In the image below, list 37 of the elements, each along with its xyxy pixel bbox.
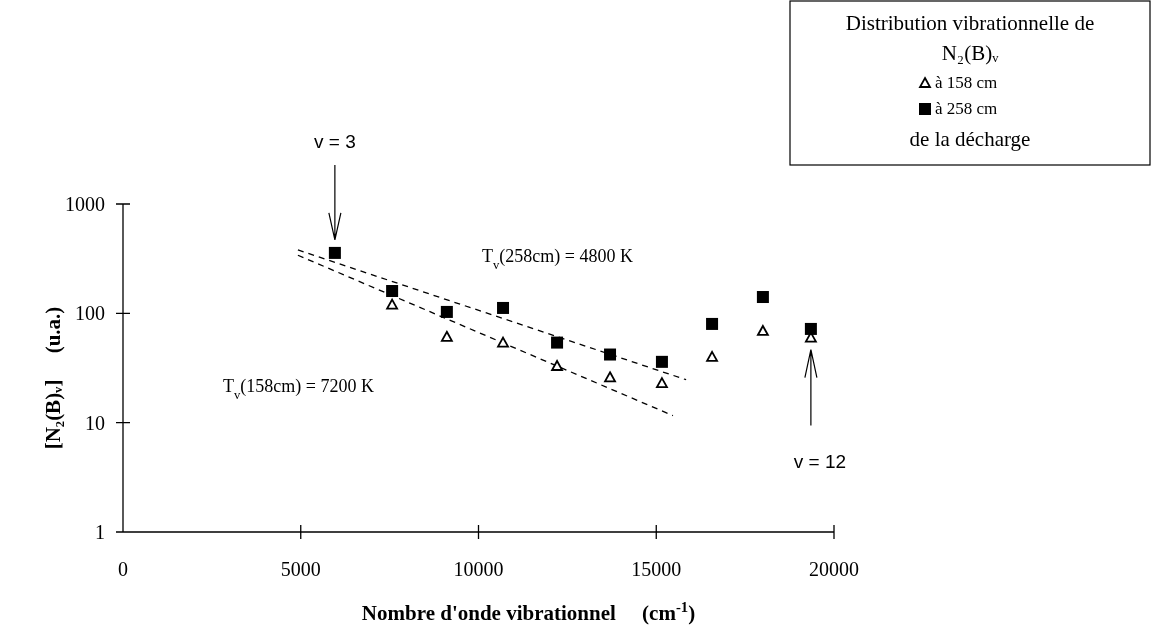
point <box>497 301 510 314</box>
legend-label: à 158 cm <box>935 73 998 92</box>
x-tick-label: 10000 <box>453 558 504 580</box>
point <box>440 330 453 342</box>
point <box>756 291 769 304</box>
y-tick-label: 100 <box>75 302 105 325</box>
y-axis-title: [N₂(B)ᵥ] (u.a.) <box>41 306 65 450</box>
y-tick-label: 1 <box>95 521 105 543</box>
x-axis-title: Nombre d'onde vibrationnel (cm$^{-1}$) <box>361 599 696 625</box>
x-tick-label: 20000 <box>809 558 859 580</box>
text: v = 3 <box>314 130 356 152</box>
annotation: T$_{v}$(158cm) = 7200 K <box>223 376 374 402</box>
point <box>551 360 563 371</box>
point <box>497 336 509 348</box>
legend-label: à 258 cm <box>935 99 998 118</box>
point <box>551 336 564 349</box>
point <box>604 371 616 383</box>
text: de la décharge <box>909 127 1031 151</box>
annotation: T$_{v}$(258cm) = 4800 K <box>482 246 633 272</box>
legend-title: Distribution vibrationnelle de N₂(B)ᵥ <box>845 11 1095 65</box>
y-tick-label: 10 <box>85 411 105 434</box>
y-tick-label: 1000 <box>65 193 105 215</box>
point <box>706 350 718 362</box>
point <box>328 246 341 259</box>
point <box>604 348 617 361</box>
x-tick-label: 5000 <box>280 558 321 580</box>
point <box>804 322 817 335</box>
point <box>440 305 453 318</box>
point <box>386 298 399 310</box>
point <box>655 355 668 368</box>
point <box>706 317 719 330</box>
point <box>386 285 399 298</box>
annotation: v = 12 <box>793 450 847 472</box>
point <box>656 377 668 389</box>
point <box>757 325 769 336</box>
x-tick-label: 15000 <box>631 558 682 580</box>
x-tick-label: 0 <box>118 558 128 580</box>
